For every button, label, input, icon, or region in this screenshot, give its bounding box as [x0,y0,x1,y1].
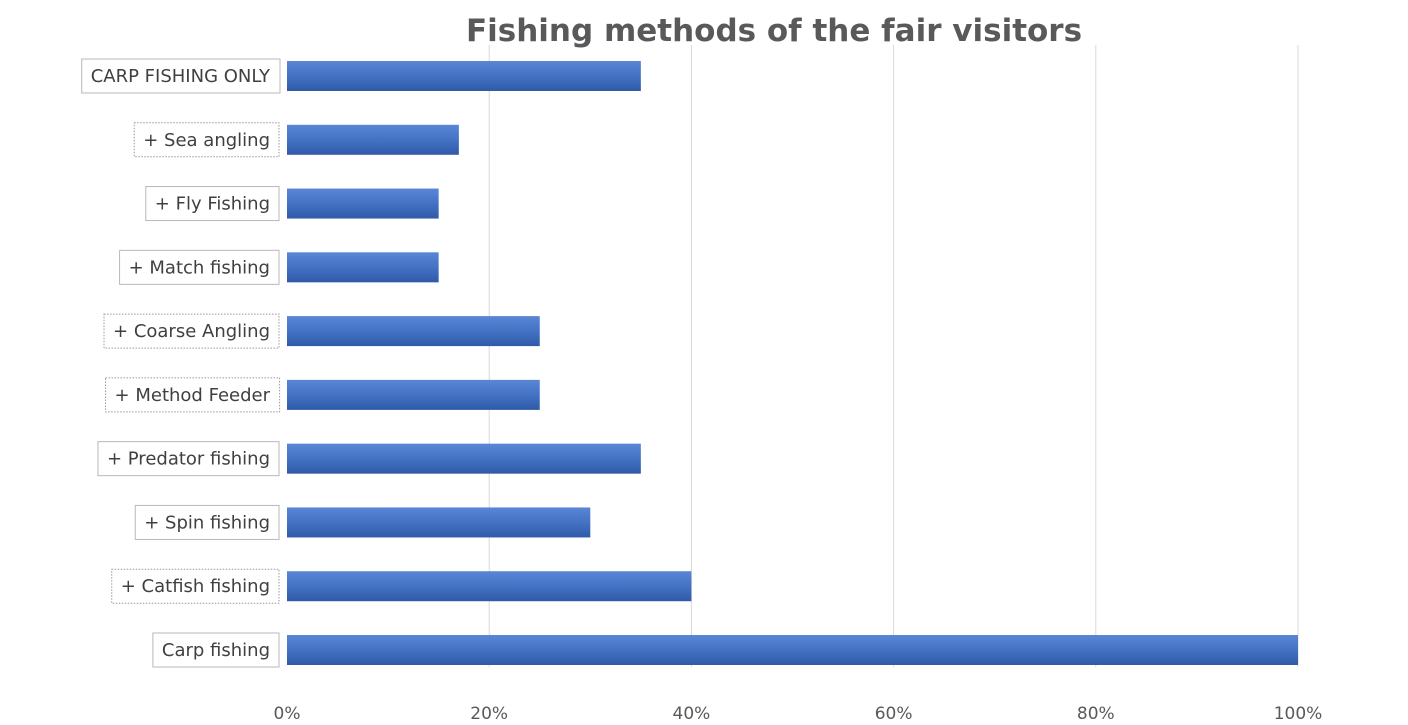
category-label-text: Carp fishing [162,640,270,661]
category-label: Carp fishing [152,632,280,668]
category-label-text: + Coarse Angling [113,321,270,342]
bars [287,61,1298,665]
x-tick-label: 20% [470,704,508,724]
category-label-box [81,58,281,94]
category-label-text: + Catfish fishing [121,576,270,597]
category-label-box [103,313,280,349]
category-label-text: + Sea angling [143,130,270,151]
category-label-text: + Spin fishing [144,512,270,533]
category-labels: CARP FISHING ONLY + Sea angling + Fly Fish… [81,58,281,668]
category-label: + Method Feeder [105,377,281,413]
category-label: + Match fishing [119,249,280,285]
bar [287,443,641,474]
bar [287,635,1298,665]
bar [287,124,459,155]
category-label-box [97,441,280,477]
category-label-box [133,122,280,158]
category-label-box [111,568,280,604]
bar [287,188,439,219]
category-label: + Fly Fishing [145,186,280,222]
category-label-box [119,249,280,285]
category-label: CARP FISHING ONLY [81,58,281,94]
x-tick-label: 40% [673,704,711,724]
bar [287,507,591,538]
x-axis-tick-labels: 0% 20% 40% 60% 80% 100% [274,704,1323,724]
category-label: + Sea angling [133,122,280,158]
category-label-text: + Method Feeder [115,385,271,406]
category-label-box [145,186,280,222]
bar [287,379,540,410]
category-label-text: CARP FISHING ONLY [91,66,271,87]
bar [287,252,439,283]
category-label: + Spin fishing [134,504,280,540]
category-label-box [105,377,281,413]
x-tick-label: 100% [1274,704,1323,724]
category-label-box [152,632,280,668]
x-tick-label: 0% [274,704,301,724]
category-label: + Predator fishing [97,441,280,477]
x-tick-label: 80% [1077,704,1115,724]
gridlines [488,45,1299,667]
category-label-box [134,504,280,540]
bar [287,571,692,602]
category-label-text: + Predator fishing [107,449,270,470]
category-label-text: + Match fishing [129,257,270,278]
category-label: + Catfish fishing [111,568,280,604]
category-label-text: + Fly Fishing [155,194,270,215]
category-label: + Coarse Angling [103,313,280,349]
bar [287,61,641,91]
bar [287,316,540,347]
x-tick-label: 60% [875,704,913,724]
chart-title: Fishing methods of the fair visitors [466,13,1082,49]
